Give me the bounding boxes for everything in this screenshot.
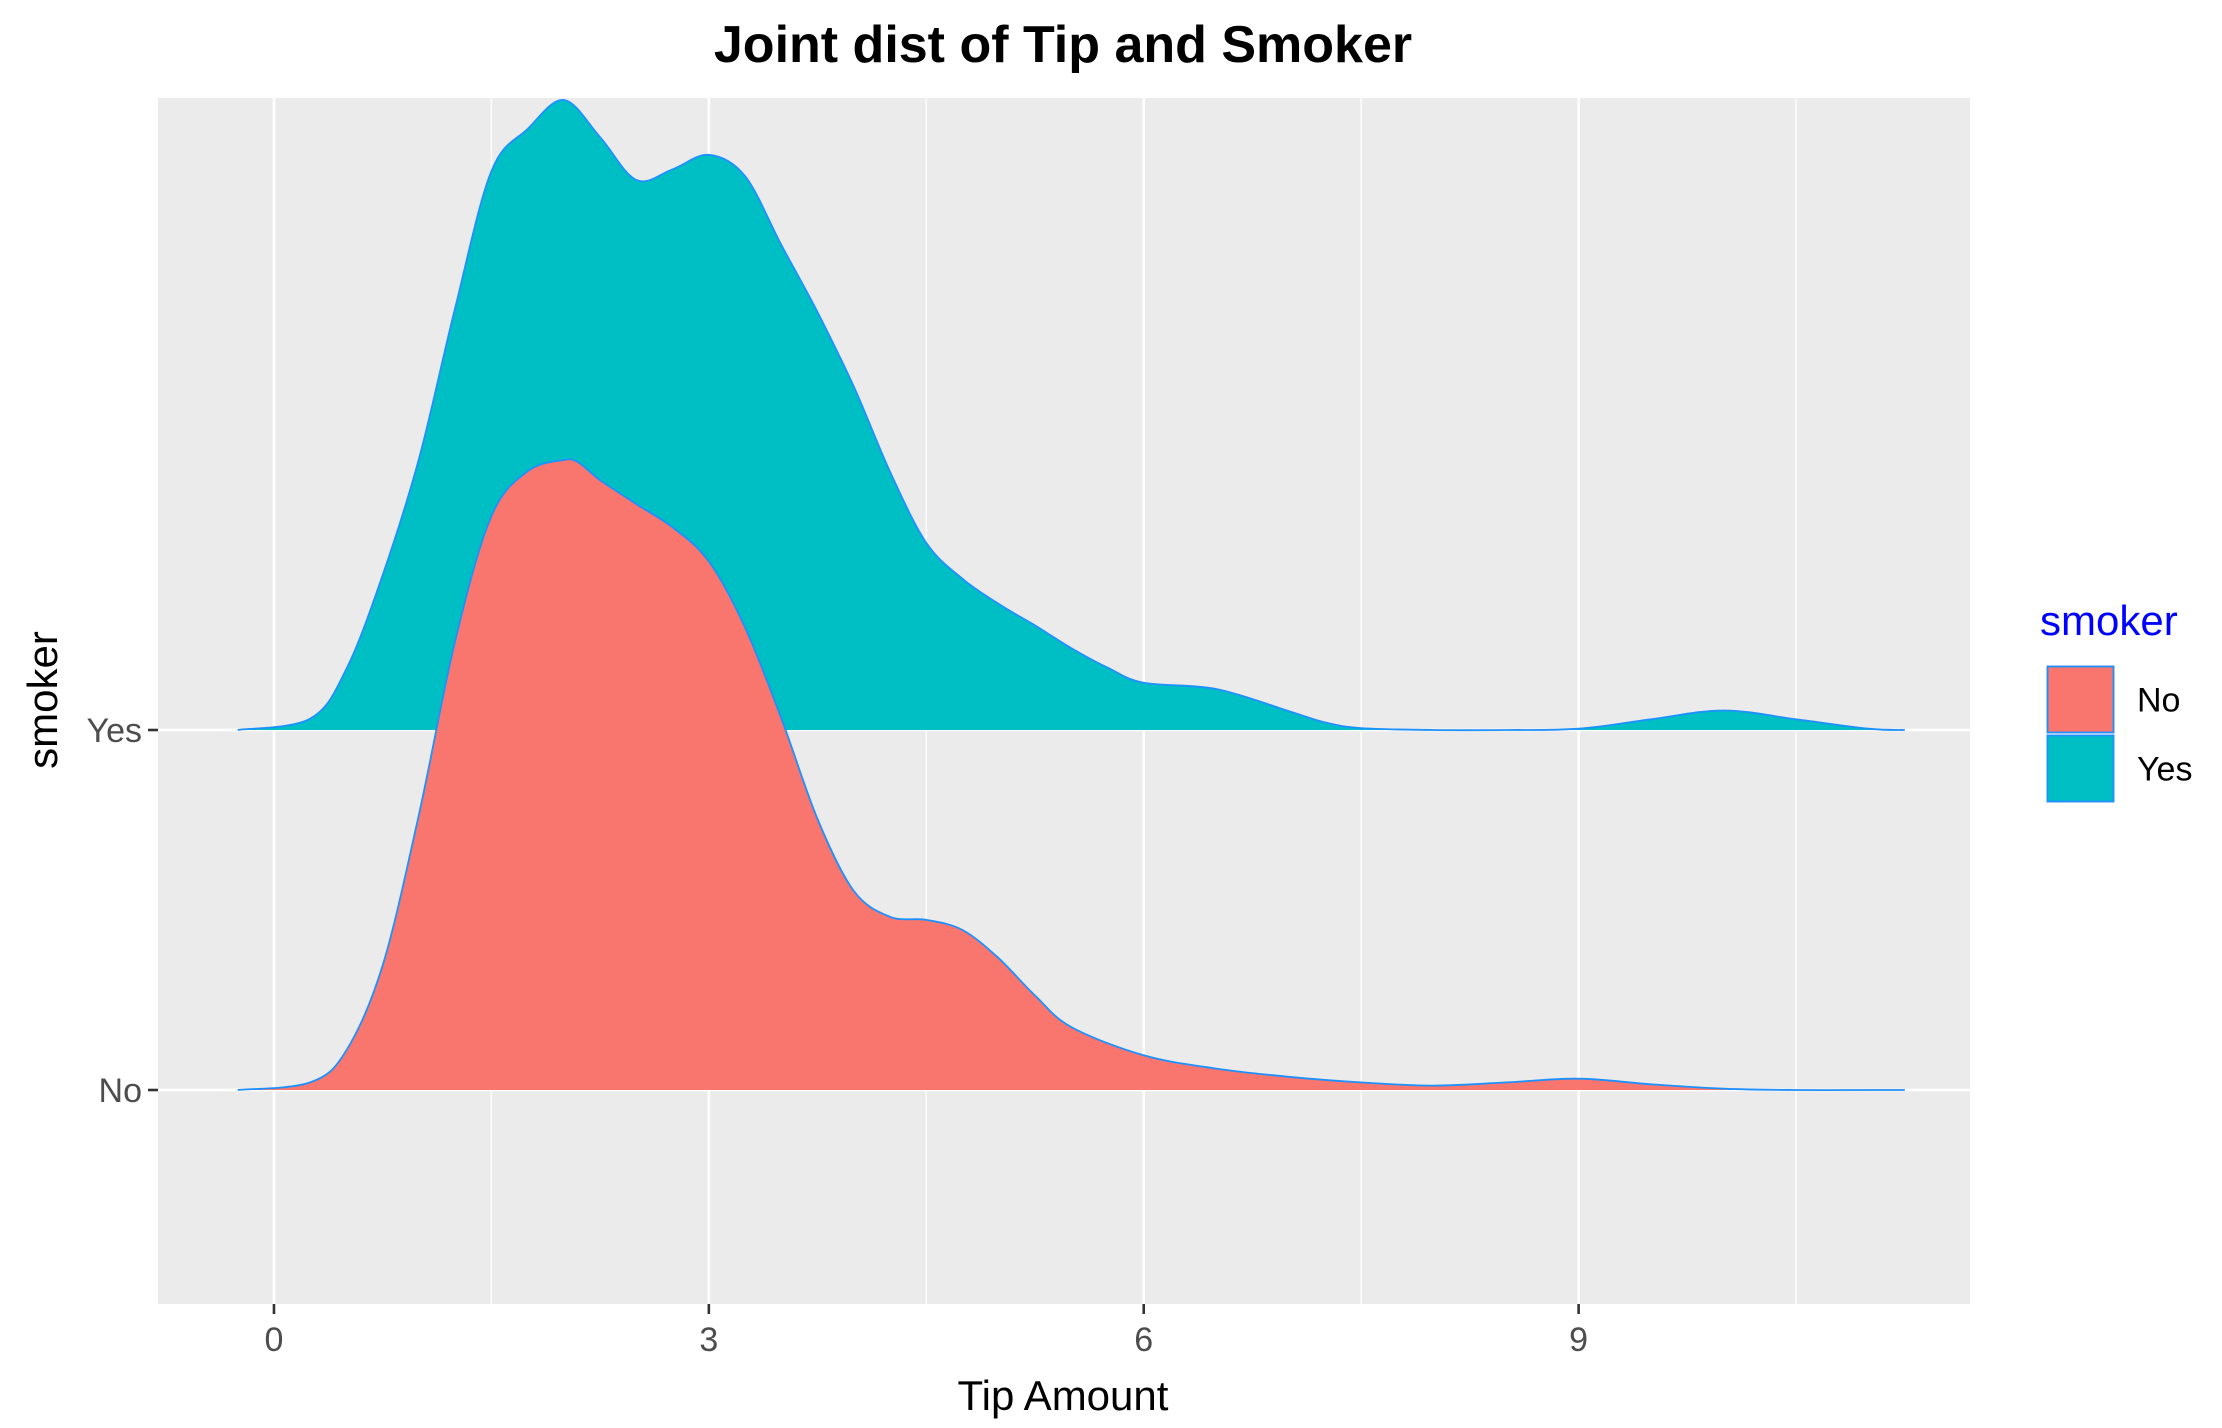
legend-label-yes: Yes (2137, 751, 2192, 789)
x-tick-label: 3 (699, 1321, 718, 1359)
x-axis: 0 3 6 9 (265, 1304, 1588, 1359)
legend-key-no (2046, 665, 2115, 734)
legend-label-no: No (2137, 682, 2180, 720)
y-axis-title: smoker (19, 631, 66, 769)
density-ridges (237, 99, 1905, 1091)
density-outline-no (237, 458, 1905, 1091)
x-tick-label: 6 (1134, 1321, 1153, 1359)
x-axis-title: Tip Amount (958, 1372, 1169, 1419)
y-tick-label: Yes (87, 712, 142, 750)
density-outline-yes (237, 99, 1905, 732)
x-tick-label: 0 (265, 1321, 284, 1359)
legend-title: smoker (2040, 597, 2178, 644)
chart-title: Joint dist of Tip and Smoker (714, 16, 1412, 74)
y-tick-label: No (99, 1072, 142, 1110)
density-area-no (237, 459, 1905, 1091)
y-axis: No Yes (87, 712, 158, 1110)
legend: smoker No Yes (2040, 597, 2192, 803)
x-tick-label: 9 (1569, 1321, 1588, 1359)
legend-key-yes (2046, 734, 2115, 803)
legend-keys: No Yes (2046, 665, 2192, 803)
